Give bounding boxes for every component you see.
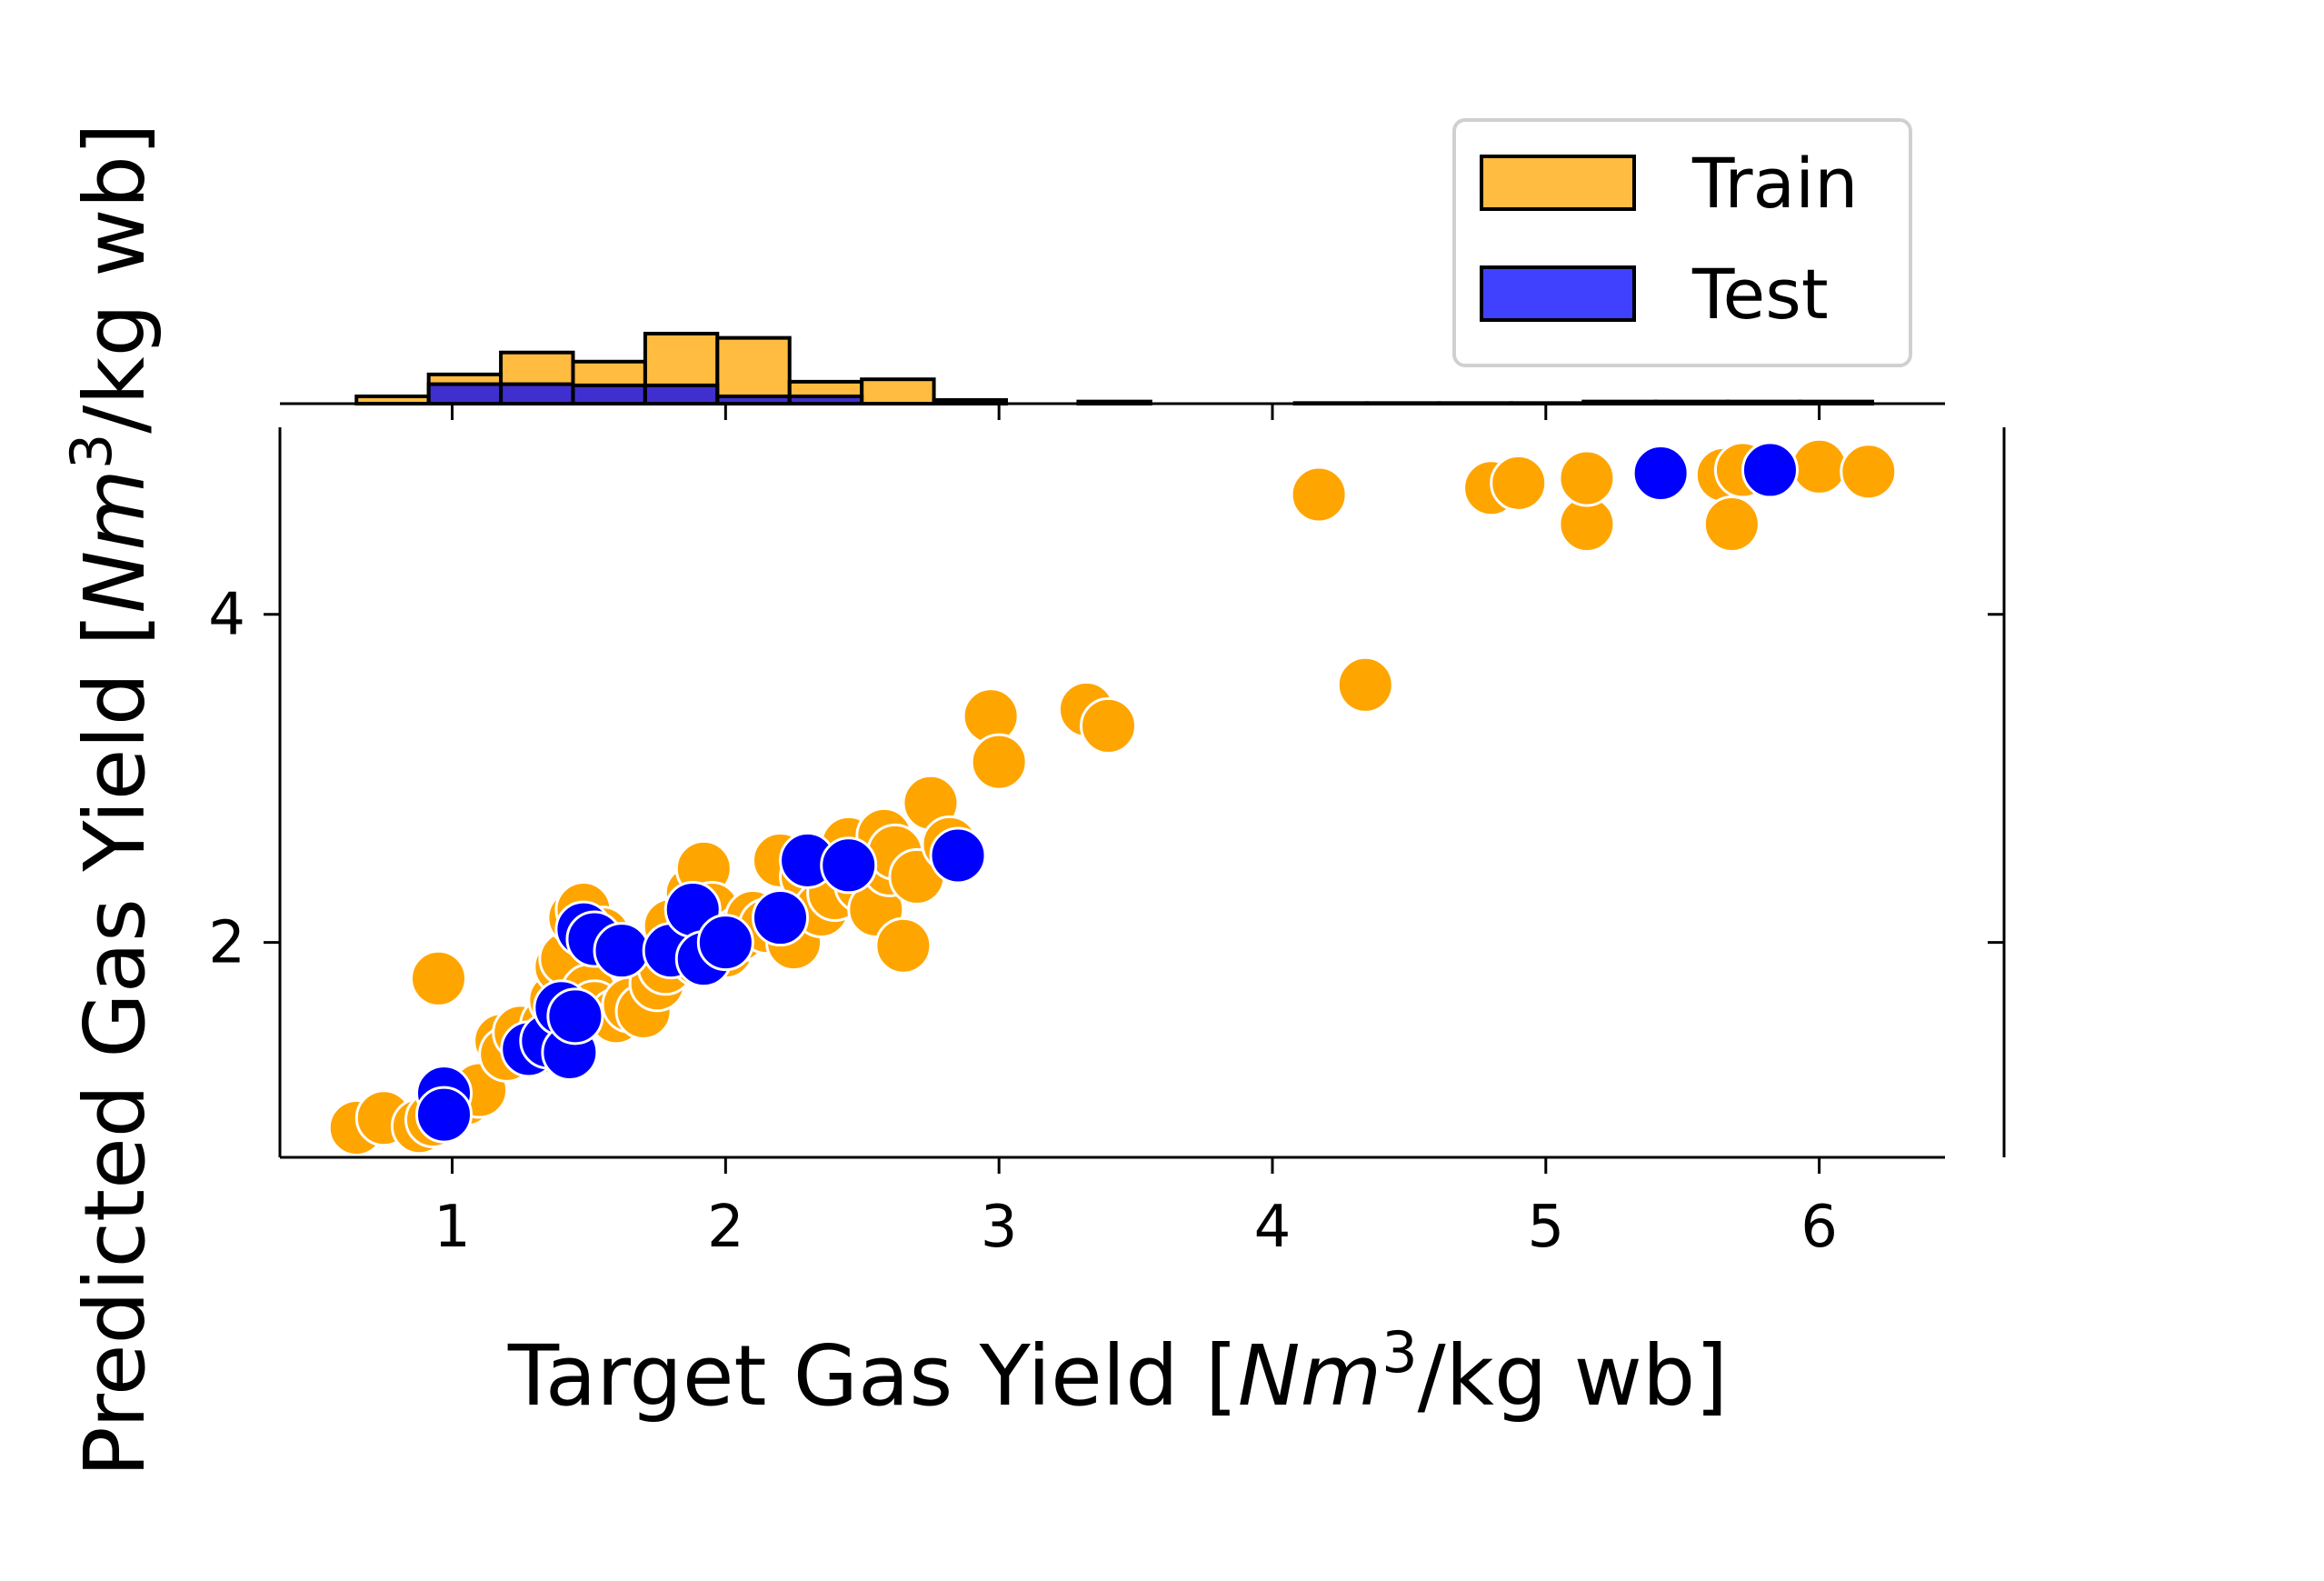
histogram-ticks [451, 404, 1821, 420]
legend-swatch-train [1480, 155, 1636, 211]
point-test [546, 987, 604, 1046]
hist-bar-test [426, 382, 504, 405]
point-test [696, 914, 754, 972]
x-tick-label: 4 [1254, 1194, 1292, 1261]
x-tick-label: 5 [1527, 1194, 1564, 1261]
y-tick-label: 4 [208, 582, 245, 649]
point-train [1290, 465, 1348, 524]
hist-bar-test [499, 382, 575, 405]
x-tick-label: 2 [707, 1194, 744, 1261]
legend-label-test: Test [1691, 254, 1829, 335]
hist-bar-train [715, 335, 792, 406]
x-axis-title-pre: Target Gas Yield [ [507, 1327, 1238, 1425]
point-train [970, 733, 1028, 791]
point-test [1741, 441, 1799, 499]
x-ticks: 1 2 3 4 5 6 [434, 1157, 1838, 1261]
hist-bar-train [860, 377, 936, 406]
point-train [1702, 495, 1760, 553]
point-train [1079, 696, 1137, 755]
point-train [1840, 443, 1898, 501]
legend-label-train: Train [1691, 143, 1858, 224]
marginal-histogram [354, 331, 1874, 406]
point-test [414, 1086, 473, 1144]
point-train [409, 949, 467, 1007]
hist-bar-test [643, 383, 720, 405]
point-train [1336, 655, 1394, 714]
point-test [593, 922, 651, 980]
x-axis-title: Target Gas Yield [Nm3/kg wb] [507, 1319, 1728, 1425]
point-test [929, 826, 987, 885]
y-axis-title-post: /kg wb] [66, 123, 164, 433]
x-tick-label: 6 [1800, 1194, 1838, 1261]
x-axis-title-italic: Nm [1238, 1327, 1381, 1425]
point-train [1558, 449, 1616, 507]
y-axis-title-superscript: 3 [58, 434, 125, 469]
hist-bar-test [571, 383, 647, 405]
y-axis-title: Predicted Gas Yield [Nm3/kg wb] [58, 123, 164, 1477]
x-tick-label: 3 [981, 1194, 1018, 1261]
y-ticks: 24 [208, 582, 2004, 977]
point-test [752, 889, 810, 947]
point-test [820, 836, 878, 895]
scatter-points [327, 437, 1898, 1157]
x-axis-title-post: /kg wb] [1418, 1327, 1728, 1425]
legend: Train Test [1452, 118, 1912, 367]
legend-swatch-test [1480, 265, 1636, 322]
y-axis-title-pre: Predicted Gas Yield [ [66, 614, 164, 1477]
point-train [874, 916, 933, 975]
x-tick-label: 1 [434, 1194, 471, 1261]
y-axis-title-italic: Nm [66, 469, 164, 613]
y-tick-label: 2 [208, 910, 245, 977]
point-train [1490, 454, 1548, 512]
x-axis-title-superscript: 3 [1381, 1319, 1417, 1386]
point-train [1790, 437, 1849, 495]
point-test [1631, 445, 1690, 503]
